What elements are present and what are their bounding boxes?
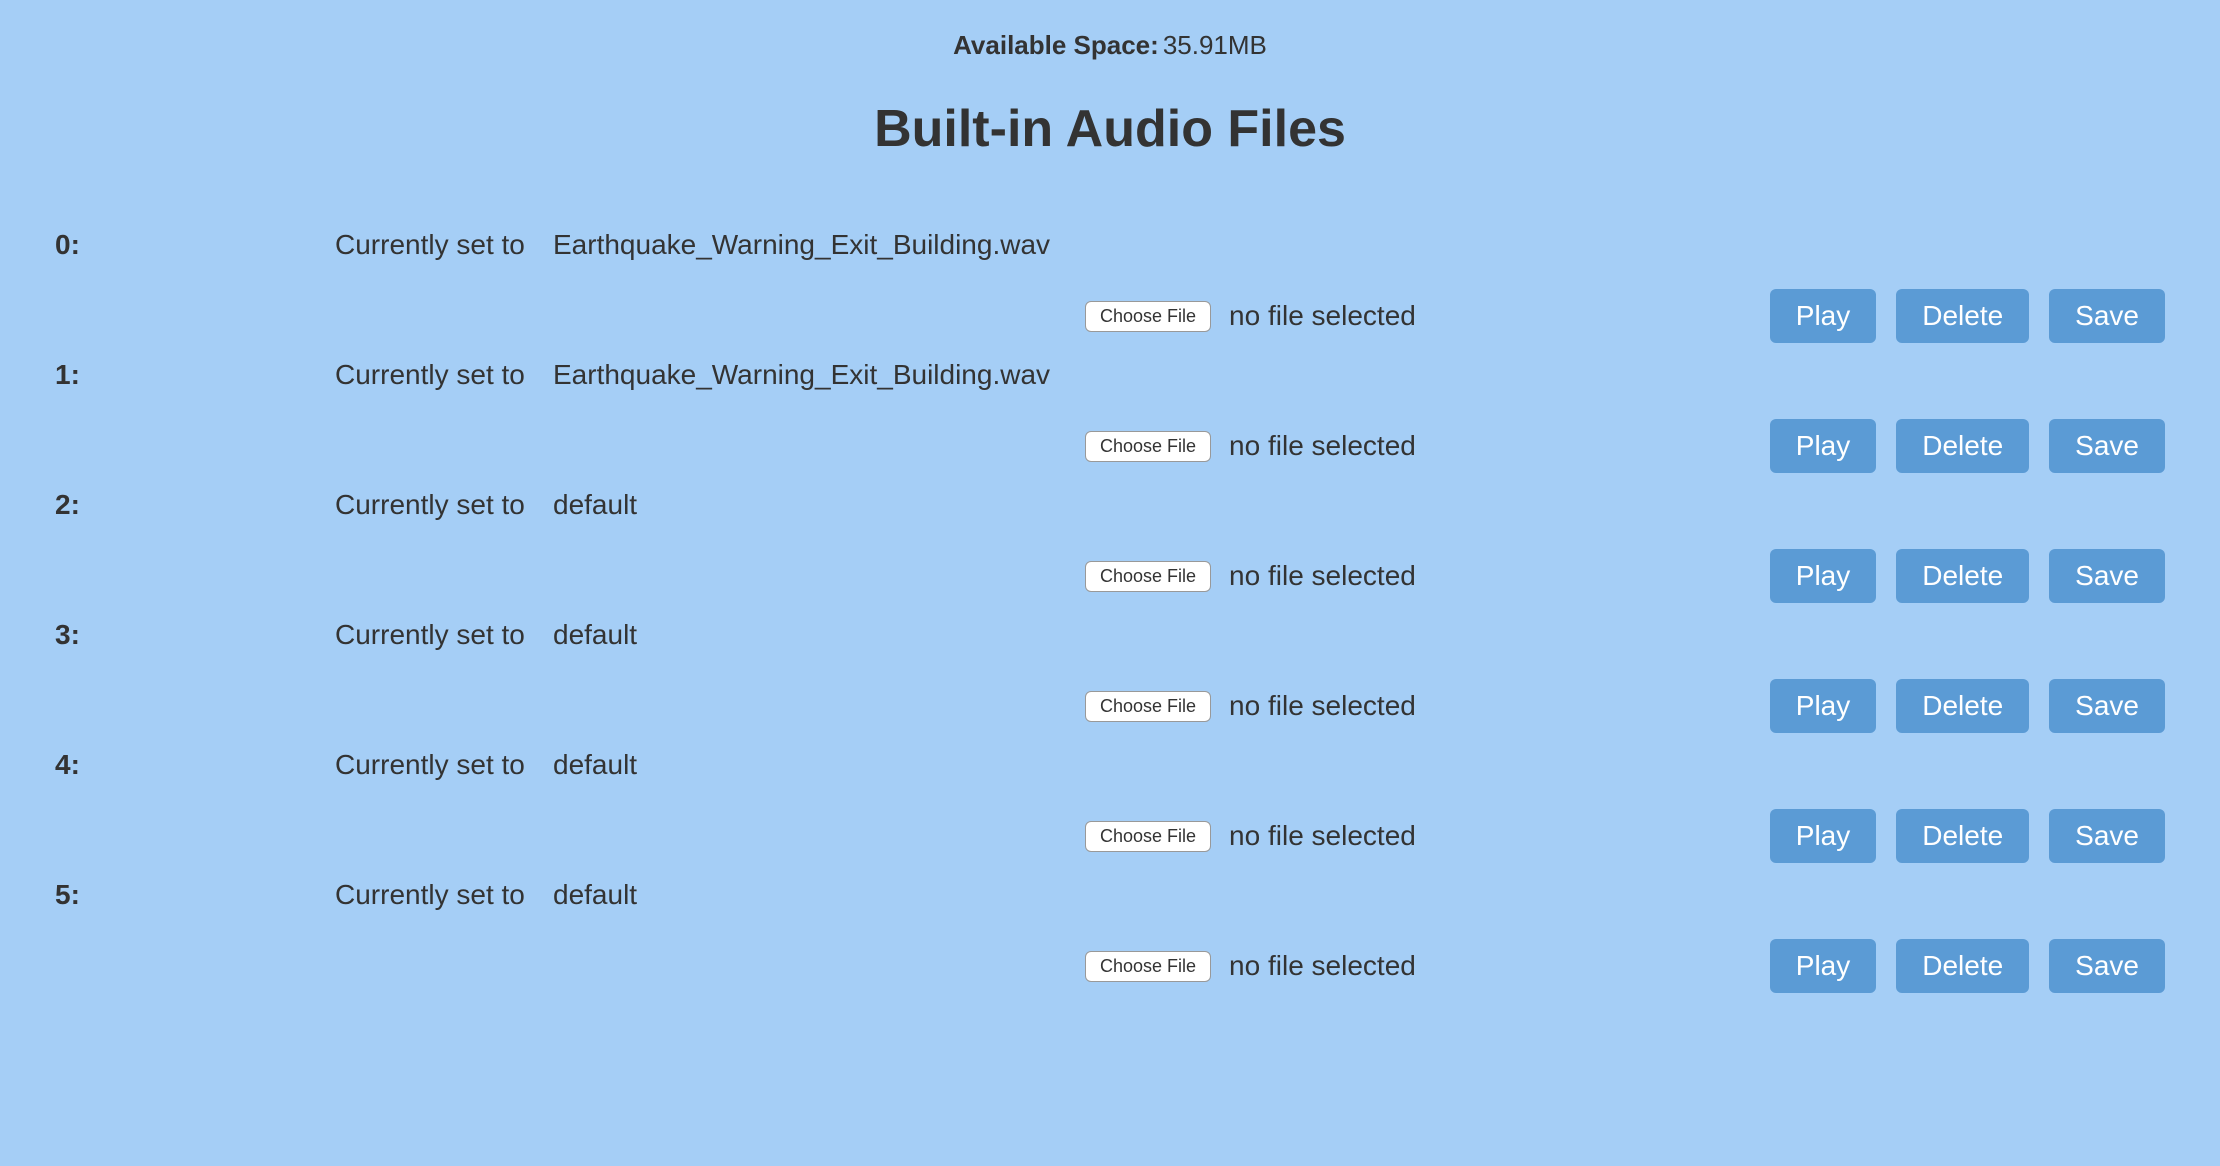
no-file-selected-text: no file selected [1229, 560, 1758, 592]
file-actions: Play Delete Save [1770, 939, 2165, 993]
file-row: 4:Currently set to default Choose File no f… [55, 749, 2165, 863]
file-index: 2: [55, 489, 335, 521]
currently-set-label: Currently set to [335, 229, 535, 261]
filename: default [553, 879, 637, 911]
currently-set-label: Currently set to [335, 749, 535, 781]
file-row-bottom: Choose File no file selected Play Delete Sav… [55, 419, 2165, 473]
file-index: 0: [55, 229, 335, 261]
currently-set-label: Currently set to [335, 879, 535, 911]
filename: default [553, 749, 637, 781]
delete-button[interactable]: Delete [1896, 419, 2029, 473]
choose-file-button[interactable]: Choose File [1085, 561, 1211, 592]
file-index: 4: [55, 749, 335, 781]
file-row-top: 1:Currently set to Earthquake_Warning_Exi… [55, 359, 2165, 391]
file-row: 1:Currently set to Earthquake_Warning_Exi… [55, 359, 2165, 473]
available-space-label: Available Space: [953, 30, 1159, 60]
file-index: 5: [55, 879, 335, 911]
save-button[interactable]: Save [2049, 419, 2165, 473]
filename: Earthquake_Warning_Exit_Building.wav [553, 359, 1050, 391]
save-button[interactable]: Save [2049, 289, 2165, 343]
file-row-bottom: Choose File no file selected Play Delete Sav… [55, 549, 2165, 603]
file-actions: Play Delete Save [1770, 549, 2165, 603]
file-actions: Play Delete Save [1770, 679, 2165, 733]
file-actions: Play Delete Save [1770, 809, 2165, 863]
play-button[interactable]: Play [1770, 289, 1876, 343]
choose-file-button[interactable]: Choose File [1085, 821, 1211, 852]
choose-file-button[interactable]: Choose File [1085, 301, 1211, 332]
filename: default [553, 489, 637, 521]
file-row-bottom: Choose File no file selected Play Delete Sav… [55, 289, 2165, 343]
file-row-top: 2:Currently set to default [55, 489, 2165, 521]
delete-button[interactable]: Delete [1896, 549, 2029, 603]
choose-file-button[interactable]: Choose File [1085, 951, 1211, 982]
file-row-bottom: Choose File no file selected Play Delete Sav… [55, 939, 2165, 993]
play-button[interactable]: Play [1770, 809, 1876, 863]
save-button[interactable]: Save [2049, 549, 2165, 603]
file-row: 0:Currently set to Earthquake_Warning_Exi… [55, 229, 2165, 343]
play-button[interactable]: Play [1770, 549, 1876, 603]
choose-file-button[interactable]: Choose File [1085, 691, 1211, 722]
filename: Earthquake_Warning_Exit_Building.wav [553, 229, 1050, 261]
save-button[interactable]: Save [2049, 809, 2165, 863]
file-row: 2:Currently set to default Choose File no f… [55, 489, 2165, 603]
file-list: 0:Currently set toEarthquake_Warning_Exi… [55, 229, 2165, 993]
file-actions: Play Delete Save [1770, 289, 2165, 343]
no-file-selected-text: no file selected [1229, 820, 1758, 852]
file-row-top: 5:Currently set to default [55, 879, 2165, 911]
no-file-selected-text: no file selected [1229, 950, 1758, 982]
delete-button[interactable]: Delete [1896, 809, 2029, 863]
file-row-top: 0:Currently set to Earthquake_Warning_Exi… [55, 229, 2165, 261]
no-file-selected-text: no file selected [1229, 690, 1758, 722]
delete-button[interactable]: Delete [1896, 939, 2029, 993]
filename: default [553, 619, 637, 651]
play-button[interactable]: Play [1770, 679, 1876, 733]
available-space-header: Available Space:35.91MB [55, 30, 2165, 61]
no-file-selected-text: no file selected [1229, 300, 1758, 332]
available-space-value: 35.91MB [1163, 30, 1267, 60]
file-index: 3: [55, 619, 335, 651]
save-button[interactable]: Save [2049, 679, 2165, 733]
file-actions: Play Delete Save [1770, 419, 2165, 473]
file-row: 5:Currently set to default Choose File no f… [55, 879, 2165, 993]
play-button[interactable]: Play [1770, 939, 1876, 993]
file-row-bottom: Choose File no file selected Play Delete Sav… [55, 679, 2165, 733]
file-row-bottom: Choose File no file selected Play Delete Sav… [55, 809, 2165, 863]
delete-button[interactable]: Delete [1896, 289, 2029, 343]
currently-set-label: Currently set to [335, 359, 535, 391]
file-row: 3:Currently set to default Choose File no f… [55, 619, 2165, 733]
file-row-top: 3:Currently set to default [55, 619, 2165, 651]
currently-set-label: Currently set to [335, 489, 535, 521]
save-button[interactable]: Save [2049, 939, 2165, 993]
currently-set-label: Currently set to [335, 619, 535, 651]
file-index: 1: [55, 359, 335, 391]
no-file-selected-text: no file selected [1229, 430, 1758, 462]
delete-button[interactable]: Delete [1896, 679, 2029, 733]
file-row-top: 4:Currently set to default [55, 749, 2165, 781]
choose-file-button[interactable]: Choose File [1085, 431, 1211, 462]
section-title: Built-in Audio Files [55, 99, 2165, 159]
play-button[interactable]: Play [1770, 419, 1876, 473]
